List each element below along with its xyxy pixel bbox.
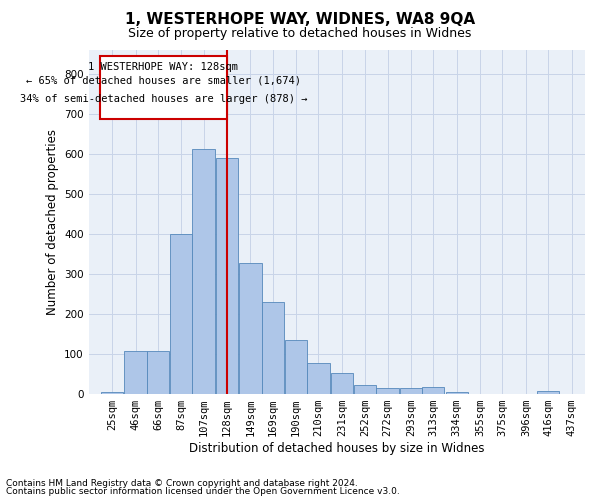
Bar	[124, 352, 147, 394]
Text: Size of property relative to detached houses in Widnes: Size of property relative to detached ho…	[128, 28, 472, 40]
Bar	[422, 387, 445, 394]
Bar	[400, 388, 422, 394]
Bar	[285, 340, 307, 394]
Bar	[262, 302, 284, 394]
Y-axis label: Number of detached properties: Number of detached properties	[46, 129, 59, 315]
X-axis label: Distribution of detached houses by size in Widnes: Distribution of detached houses by size …	[189, 442, 485, 455]
Bar	[354, 386, 376, 394]
Bar	[147, 352, 169, 394]
Text: Contains HM Land Registry data © Crown copyright and database right 2024.: Contains HM Land Registry data © Crown c…	[6, 478, 358, 488]
Bar	[216, 158, 238, 394]
Bar	[170, 234, 193, 394]
Bar	[331, 374, 353, 394]
Bar	[376, 388, 399, 394]
Bar	[537, 392, 559, 394]
Bar	[101, 392, 124, 394]
FancyBboxPatch shape	[100, 56, 227, 119]
Text: Contains public sector information licensed under the Open Government Licence v3: Contains public sector information licen…	[6, 487, 400, 496]
Text: 1 WESTERHOPE WAY: 128sqm: 1 WESTERHOPE WAY: 128sqm	[88, 62, 238, 72]
Text: 34% of semi-detached houses are larger (878) →: 34% of semi-detached houses are larger (…	[20, 94, 307, 104]
Bar	[239, 263, 262, 394]
Bar	[193, 149, 215, 394]
Text: 1, WESTERHOPE WAY, WIDNES, WA8 9QA: 1, WESTERHOPE WAY, WIDNES, WA8 9QA	[125, 12, 475, 28]
Text: ← 65% of detached houses are smaller (1,674): ← 65% of detached houses are smaller (1,…	[26, 76, 301, 86]
Bar	[446, 392, 468, 394]
Bar	[307, 363, 329, 394]
